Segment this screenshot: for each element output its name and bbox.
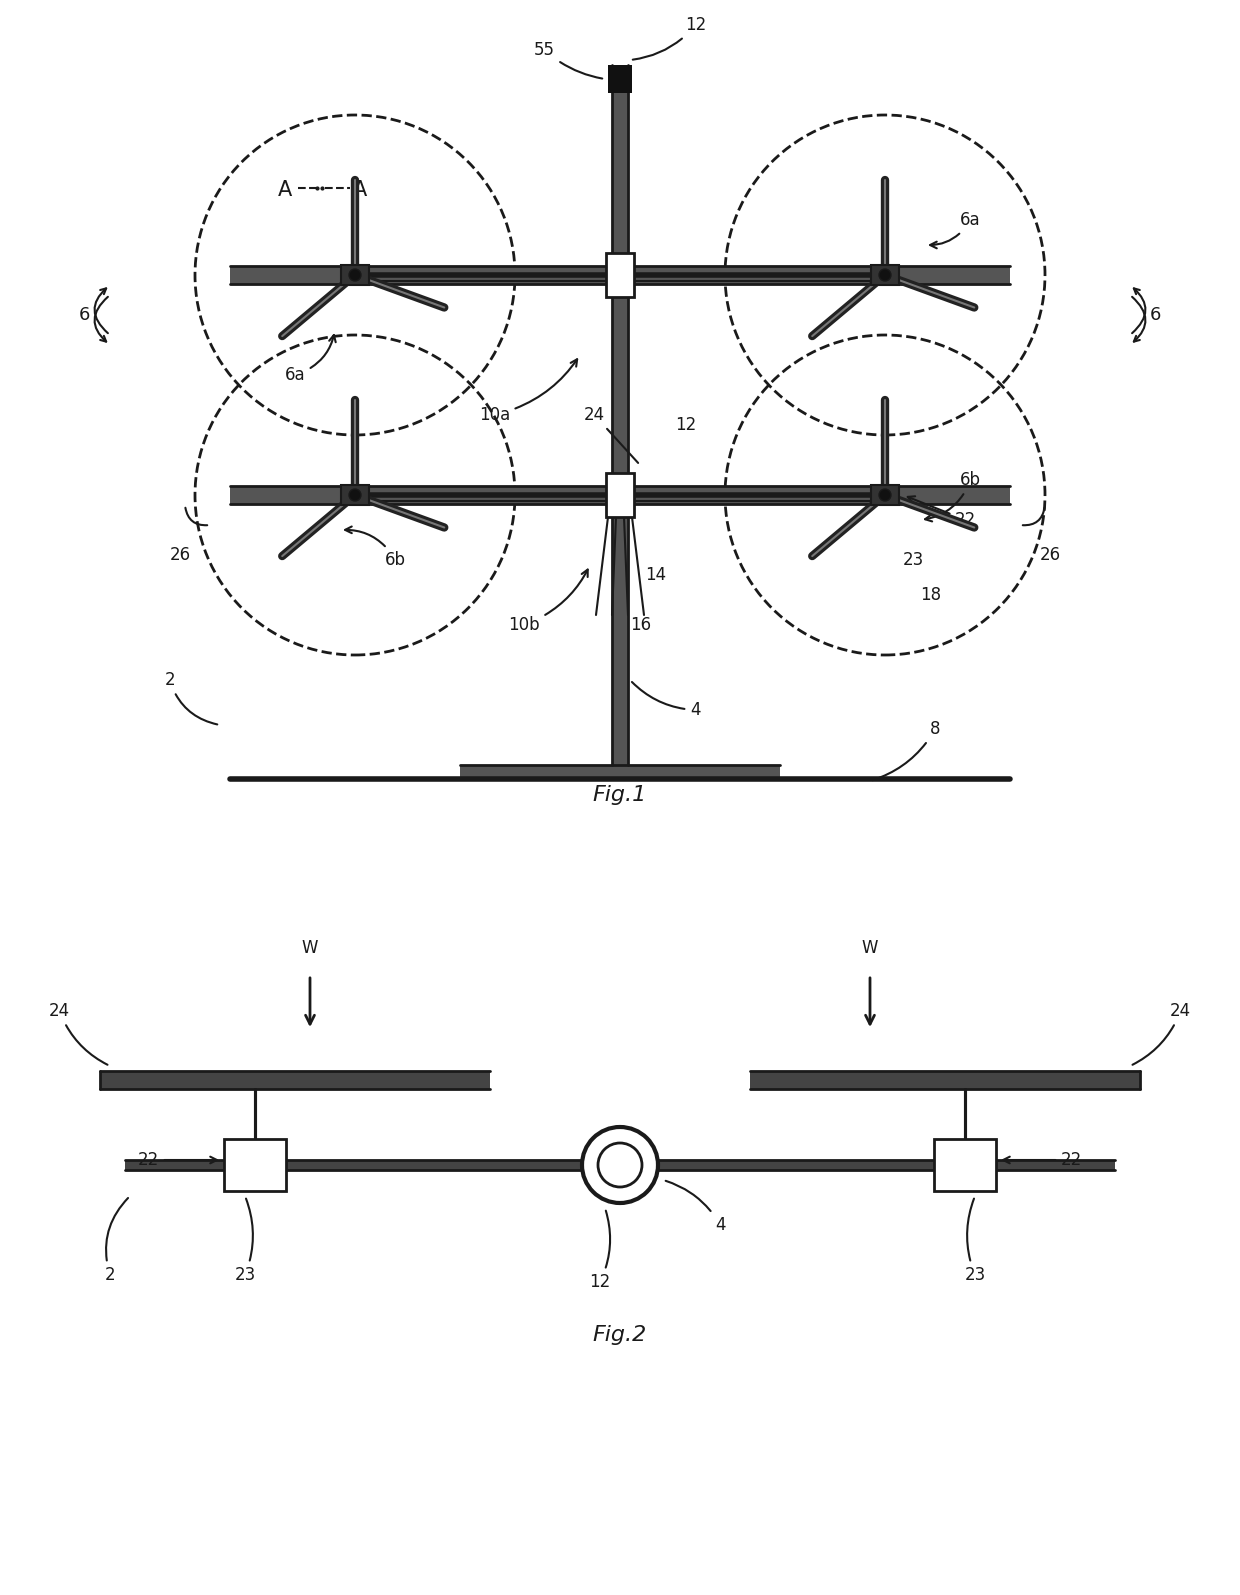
Bar: [341, 265, 370, 286]
Circle shape: [348, 270, 361, 281]
Bar: [224, 1139, 286, 1191]
Text: 8: 8: [873, 719, 940, 780]
Bar: [229, 486, 1011, 504]
Text: 4: 4: [632, 683, 701, 719]
Text: 24: 24: [584, 407, 639, 463]
Bar: [934, 1139, 996, 1191]
Circle shape: [879, 270, 892, 281]
Text: 26: 26: [170, 545, 191, 565]
Text: 22: 22: [138, 1152, 217, 1169]
Bar: [341, 485, 370, 506]
Text: 16: 16: [630, 616, 651, 633]
Text: 23: 23: [903, 550, 924, 569]
Text: 6a: 6a: [285, 335, 336, 384]
Text: 2: 2: [104, 1198, 128, 1284]
Circle shape: [348, 490, 361, 501]
Text: 6a: 6a: [930, 211, 981, 249]
Bar: [870, 265, 899, 286]
Text: 4: 4: [666, 1180, 725, 1235]
Bar: [870, 485, 899, 506]
Text: 14: 14: [645, 566, 666, 584]
Bar: [750, 1070, 1140, 1089]
Text: 23: 23: [234, 1198, 255, 1284]
Text: 23: 23: [965, 1198, 986, 1284]
Text: 10a: 10a: [479, 359, 577, 424]
Text: 22: 22: [908, 496, 976, 530]
Text: W: W: [862, 939, 878, 957]
Text: 12: 12: [675, 416, 696, 434]
Text: 18: 18: [920, 585, 941, 605]
Bar: [460, 766, 780, 778]
Bar: [341, 485, 370, 506]
Circle shape: [582, 1128, 658, 1203]
Bar: [341, 265, 370, 286]
Text: W: W: [301, 939, 319, 957]
Text: 24: 24: [1132, 1002, 1192, 1065]
Bar: [870, 485, 899, 506]
Text: 2: 2: [165, 671, 217, 724]
Text: 6: 6: [1149, 306, 1162, 324]
Bar: [606, 254, 634, 297]
Text: 12: 12: [632, 16, 707, 59]
Text: A: A: [353, 180, 367, 199]
Text: A: A: [278, 180, 293, 199]
Text: 10b: 10b: [508, 569, 588, 633]
Bar: [100, 1070, 490, 1089]
Text: 12: 12: [589, 1211, 610, 1290]
Bar: [870, 265, 899, 286]
Text: 24: 24: [48, 1002, 108, 1065]
Bar: [613, 65, 627, 766]
Text: 26: 26: [1040, 545, 1061, 565]
Bar: [606, 474, 634, 517]
Circle shape: [879, 490, 892, 501]
Bar: [229, 266, 1011, 284]
Bar: [608, 65, 632, 93]
Text: 6b: 6b: [345, 526, 405, 569]
Text: Fig.1: Fig.1: [593, 785, 647, 805]
Text: Fig.2: Fig.2: [593, 1325, 647, 1345]
Text: 22: 22: [1003, 1152, 1083, 1169]
Text: 55: 55: [534, 41, 603, 78]
Text: 6b: 6b: [925, 471, 981, 522]
Circle shape: [598, 1144, 642, 1187]
Bar: [125, 1160, 1115, 1171]
Text: 6: 6: [78, 306, 91, 324]
